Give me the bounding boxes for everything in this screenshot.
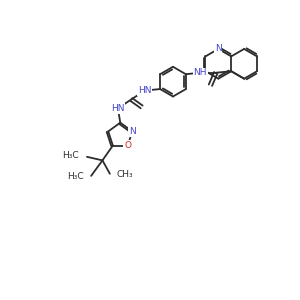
Text: HN: HN [138,86,152,95]
Text: CH₃: CH₃ [116,170,133,179]
Text: H₃C: H₃C [67,172,84,181]
Text: O: O [124,141,131,150]
Text: NH: NH [194,68,207,77]
Text: N: N [129,127,136,136]
Text: H₃C: H₃C [62,152,79,160]
Text: N: N [215,44,222,53]
Text: HN: HN [111,104,124,113]
